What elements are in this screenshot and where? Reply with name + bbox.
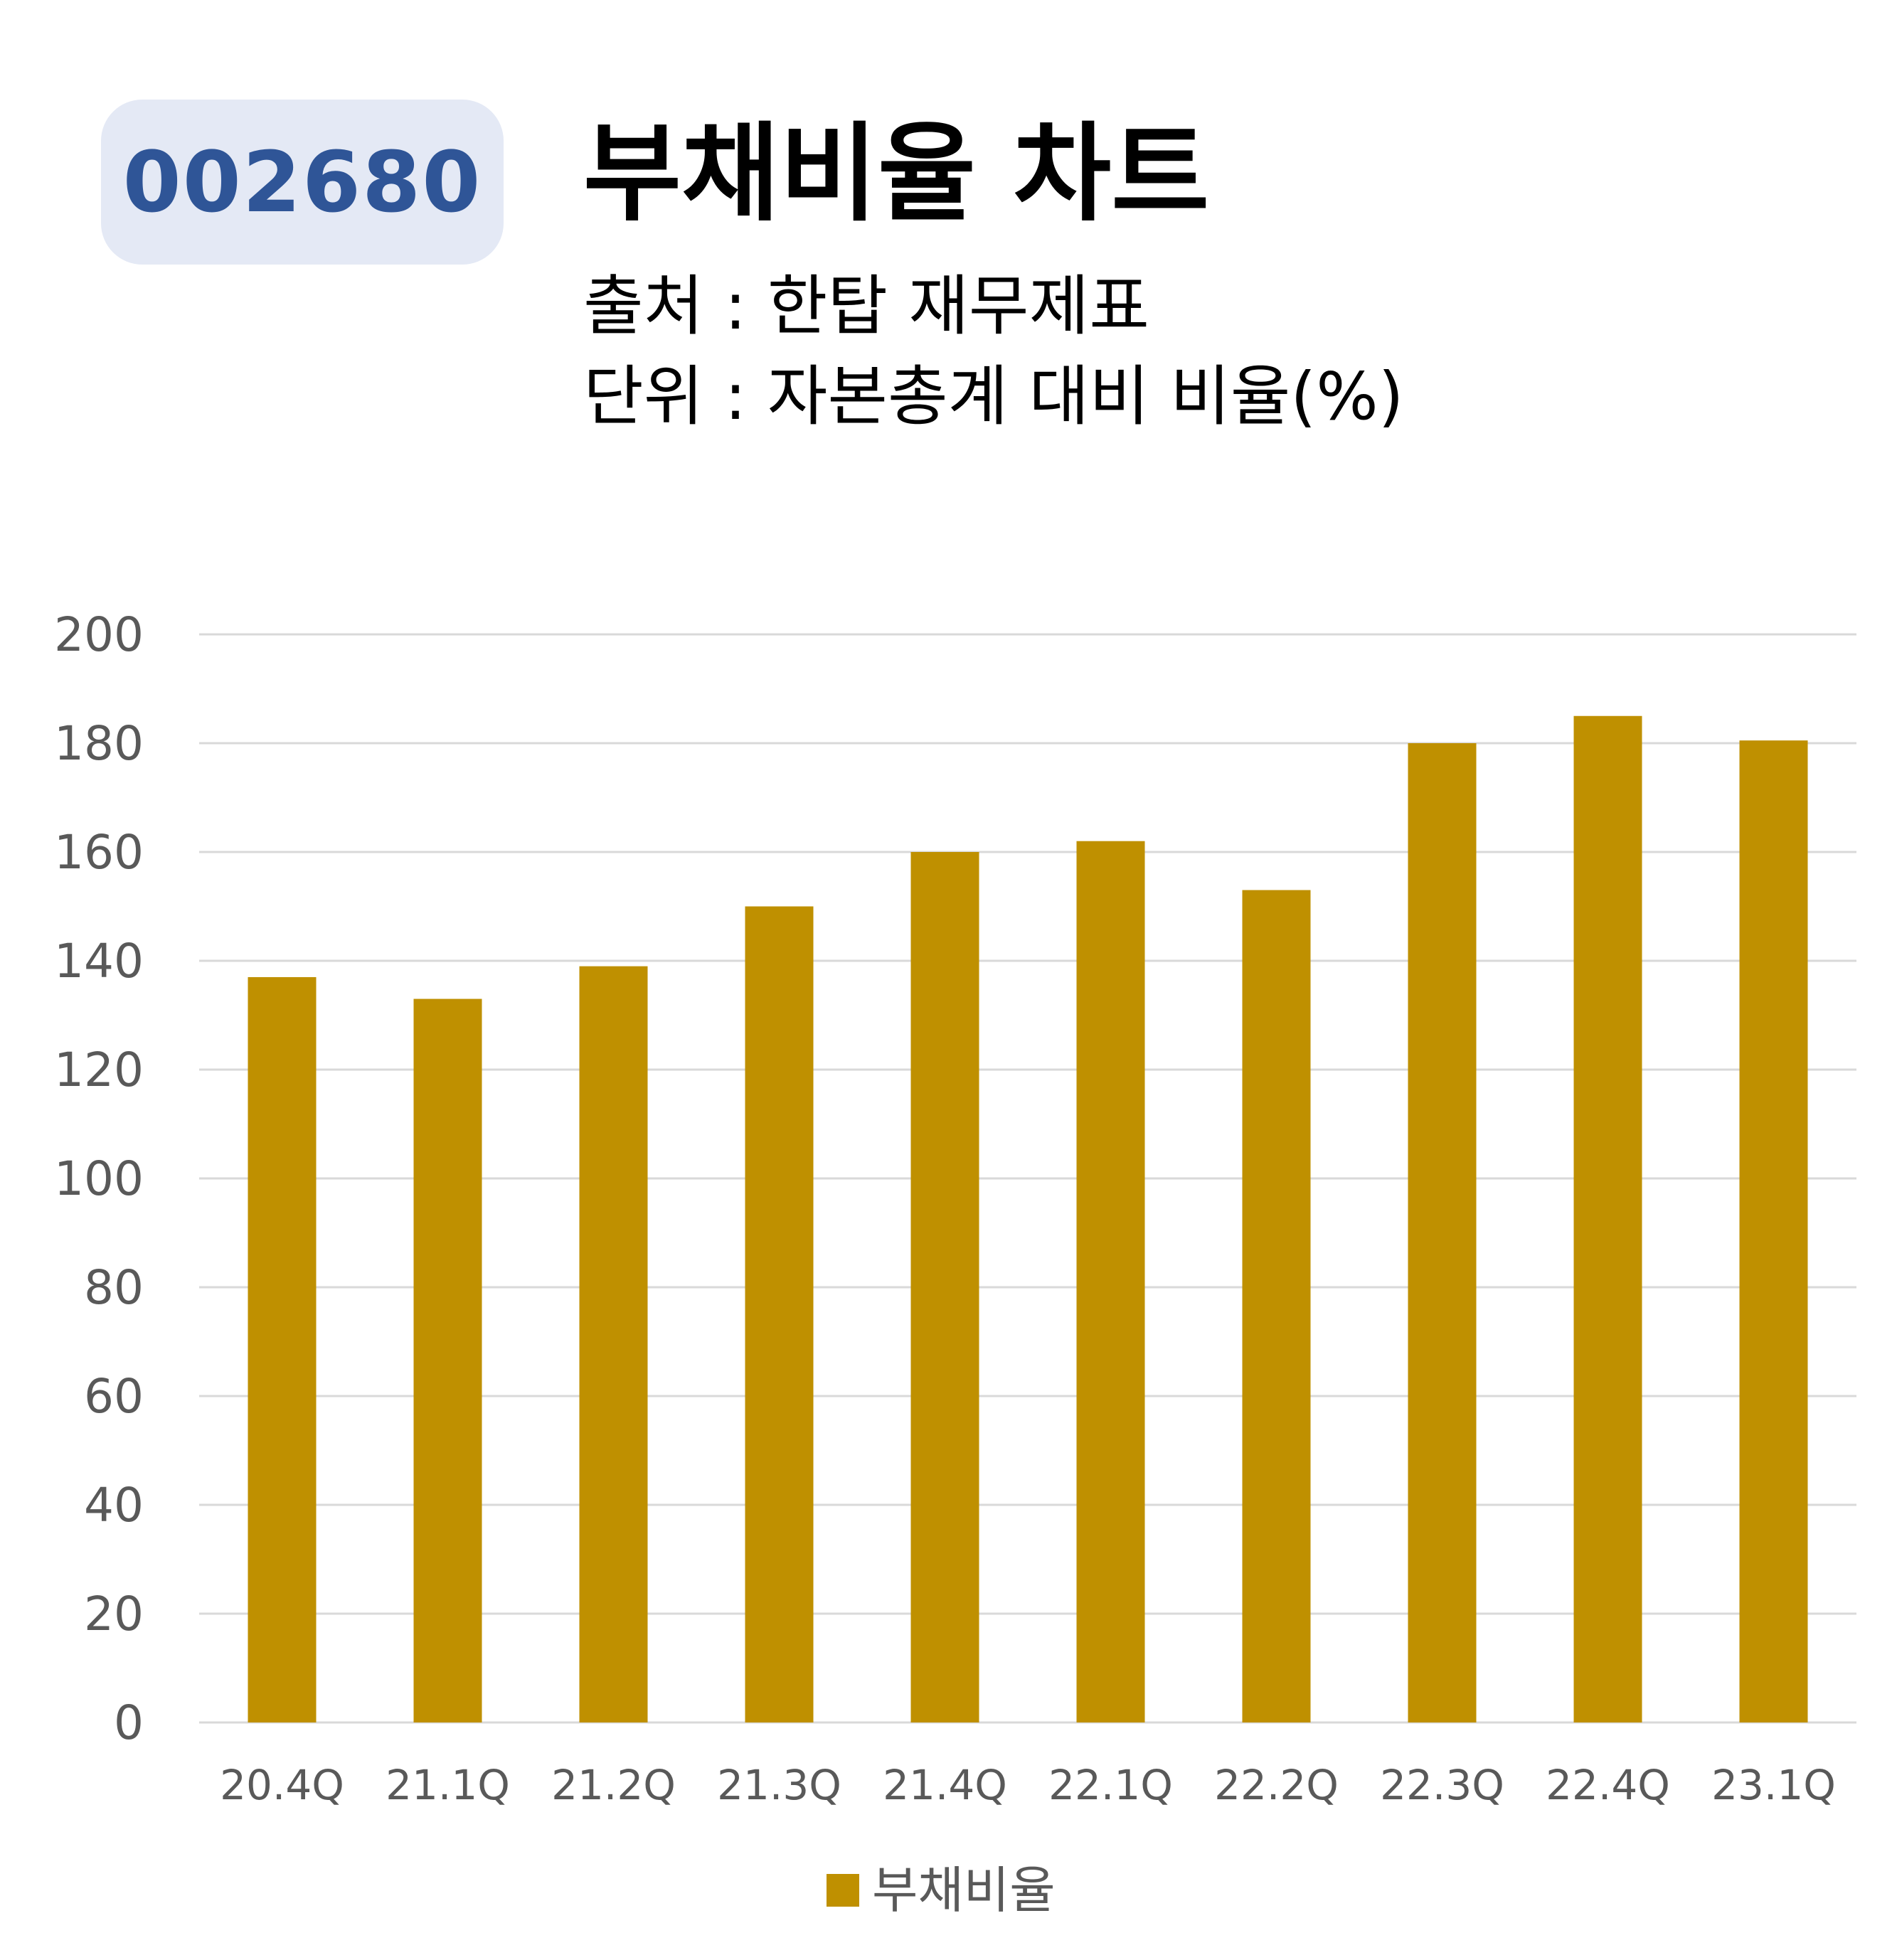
x-tick-label: 22.3Q [1380, 1761, 1504, 1809]
x-axis-ticks: 20.4Q 21.1Q 21.2Q 21.3Q 21.4Q 22.1Q 22.2Q 22.3Q… [220, 1761, 1836, 1809]
y-axis-ticks: 0 20 40 60 80 100 120 140 160 180 200 [54, 607, 144, 1750]
bars [248, 715, 1808, 1722]
bar [910, 852, 979, 1722]
y-tick-label: 120 [54, 1043, 144, 1097]
legend-label: 부채비율 [872, 1861, 1056, 1919]
x-tick-label: 20.4Q [220, 1761, 344, 1809]
x-tick-label: 21.1Q [386, 1761, 510, 1809]
bar [248, 976, 317, 1722]
bar [745, 906, 814, 1722]
y-tick-label: 140 [54, 934, 144, 989]
y-tick-label: 20 [84, 1587, 144, 1641]
bar [1242, 890, 1311, 1722]
x-tick-label: 22.4Q [1546, 1761, 1670, 1809]
x-tick-label: 21.3Q [717, 1761, 841, 1809]
x-tick-label: 22.1Q [1048, 1761, 1173, 1809]
x-tick-label: 21.2Q [551, 1761, 676, 1809]
stock-code-badge: 002680 [101, 100, 504, 265]
y-tick-label: 60 [84, 1369, 144, 1424]
bar [579, 966, 648, 1722]
bar [1076, 841, 1145, 1722]
y-tick-label: 100 [54, 1151, 144, 1206]
legend: 부채비율 [827, 1861, 1056, 1919]
x-tick-label: 22.2Q [1214, 1761, 1339, 1809]
chart-title: 부채비율 차트 [583, 112, 1210, 236]
bar [1739, 740, 1808, 1722]
bar [413, 998, 482, 1722]
y-tick-label: 180 [54, 716, 144, 771]
source-line: 출처 : 한탑 재무제표 [583, 268, 1149, 344]
legend-swatch [827, 1874, 859, 1907]
bar [1573, 715, 1642, 1722]
y-tick-label: 160 [54, 825, 144, 880]
y-tick-label: 40 [84, 1478, 144, 1533]
x-tick-label: 21.4Q [883, 1761, 1007, 1809]
y-tick-label: 200 [54, 607, 144, 662]
bar [1408, 743, 1477, 1722]
unit-line: 단위 : 자본총계 대비 비율(%) [583, 358, 1404, 435]
x-tick-label: 23.1Q [1711, 1761, 1836, 1809]
y-tick-label: 0 [114, 1695, 144, 1750]
y-tick-label: 80 [84, 1260, 144, 1315]
